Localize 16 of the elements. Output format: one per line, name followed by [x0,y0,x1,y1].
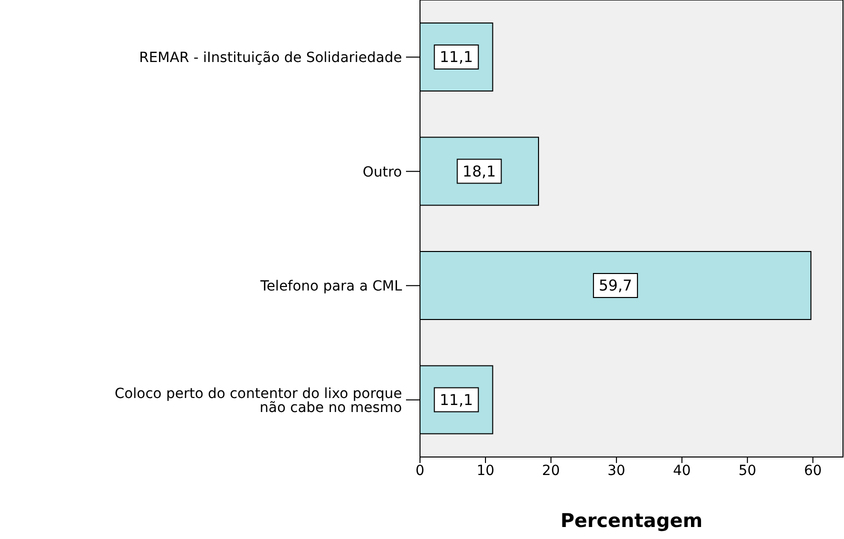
x-axis-title: Percentagem [560,510,703,532]
x-tick-label: 60 [804,462,822,479]
data-label: 11,1 [440,48,474,66]
x-tick-label: 50 [738,462,756,479]
data-label: 11,1 [440,390,474,409]
y-tick-label: Telefono para a CML [259,278,402,295]
x-tick-label: 10 [476,462,494,479]
data-label: 18,1 [462,162,496,180]
x-tick-label: 20 [542,462,560,479]
y-tick-label: Outro [362,164,402,180]
x-tick-label: 40 [673,462,691,479]
data-label: 59,7 [598,276,632,294]
x-tick-label: 0 [416,462,424,479]
y-tick-label: REMAR - iInstituição de Solidariedade [139,50,402,66]
x-tick-label: 30 [608,462,626,479]
y-tick-label: Coloco perto do contentor do lixo porque não cabe no mesmo [114,386,402,416]
